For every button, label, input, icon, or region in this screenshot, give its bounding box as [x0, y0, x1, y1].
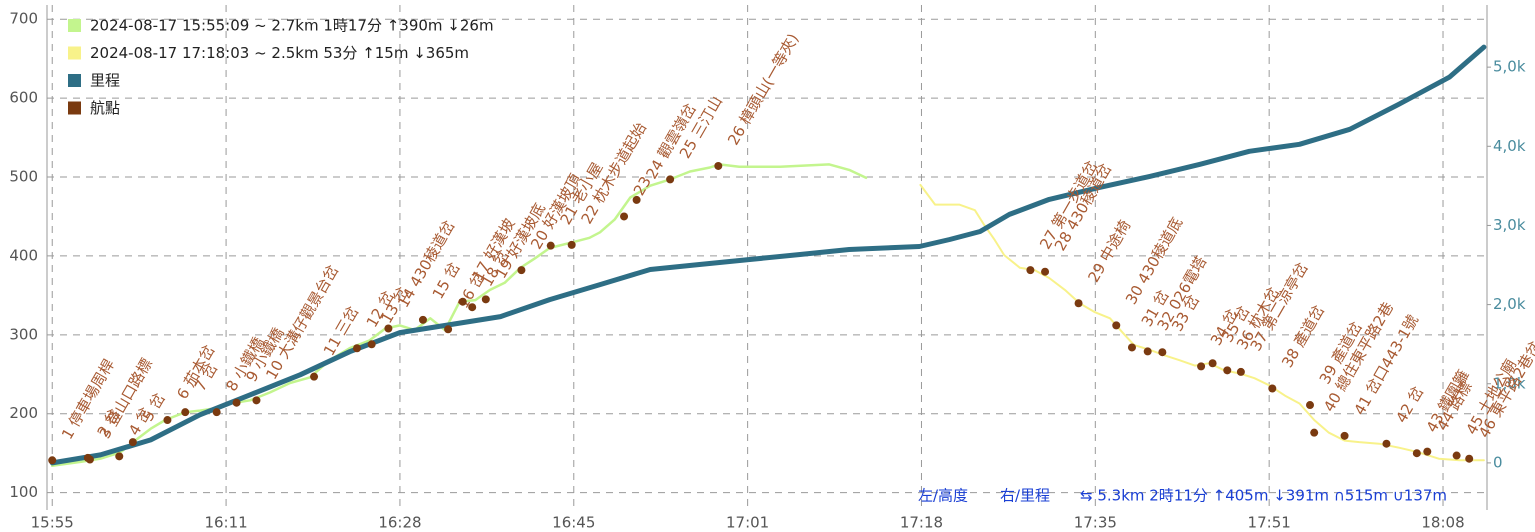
- waypoint: [567, 240, 576, 249]
- waypoint: [546, 241, 555, 250]
- legend-label: 2024-08-17 15:55:09 ~ 2.7km 1時17分 ↑390m …: [90, 17, 494, 35]
- x-tick-label: 18:08: [1421, 514, 1464, 532]
- x-tick-label: 17:18: [900, 514, 943, 532]
- waypoint: [714, 161, 723, 170]
- waypoint: [232, 398, 241, 407]
- y-tick-label: 700: [9, 10, 38, 28]
- waypoint: [1310, 428, 1319, 437]
- y2-tick-label: 1,0k: [1493, 374, 1526, 392]
- waypoint: [128, 438, 137, 447]
- waypoint: [444, 325, 453, 334]
- waypoint: [1127, 343, 1136, 352]
- waypoint: [384, 324, 393, 333]
- waypoint: [1197, 362, 1206, 371]
- waypoint: [1158, 348, 1167, 357]
- waypoint: [418, 315, 427, 324]
- x-tick-label: 17:35: [1074, 514, 1117, 532]
- waypoint: [1340, 431, 1349, 440]
- waypoint: [1112, 321, 1121, 330]
- waypoint: [367, 340, 376, 349]
- waypoint-label: 10 大溝仔觀景台岔: [262, 262, 342, 383]
- legend-label: 航點: [90, 99, 120, 117]
- waypoint-label: 26 樟頭山(一等夾): [724, 30, 802, 148]
- legend-swatch: [68, 19, 81, 32]
- waypoint: [1223, 366, 1232, 375]
- legend-swatch: [68, 101, 81, 115]
- y-tick-label: 500: [9, 168, 38, 186]
- waypoint: [458, 297, 467, 306]
- legend-swatch: [68, 46, 81, 60]
- waypoint: [1074, 299, 1083, 308]
- y2-tick-label: 0: [1493, 453, 1503, 471]
- waypoint: [1465, 454, 1474, 463]
- annotation: ⇆ 5.3km 2時11分 ↑405m ↓391m ∩515m ∪137m: [1080, 487, 1447, 505]
- waypoint-label: 42 岔: [1392, 383, 1427, 426]
- y2-tick-label: 5,0k: [1493, 58, 1526, 76]
- legend-swatch: [68, 74, 81, 87]
- waypoint: [517, 266, 526, 275]
- x-tick-label: 17:51: [1248, 514, 1291, 532]
- waypoint: [48, 456, 57, 465]
- series-line: [50, 163, 868, 468]
- waypoint: [468, 303, 477, 312]
- legend-label: 里程: [90, 72, 120, 90]
- waypoint: [1268, 384, 1277, 393]
- y-tick-label: 100: [9, 483, 38, 501]
- waypoint: [252, 396, 261, 405]
- waypoint: [181, 408, 190, 417]
- waypoint: [620, 212, 629, 221]
- x-tick-label: 17:01: [726, 514, 769, 532]
- waypoint: [1208, 359, 1217, 368]
- waypoint: [1236, 367, 1245, 376]
- x-tick-label: 16:28: [378, 514, 421, 532]
- y2-tick-label: 4,0k: [1493, 137, 1526, 155]
- waypoint: [1143, 347, 1152, 356]
- waypoint-label: 29 中途椅: [1084, 217, 1134, 286]
- series-line: [919, 183, 1485, 462]
- waypoint: [481, 295, 490, 304]
- waypoint: [1423, 447, 1432, 456]
- y-tick-label: 400: [9, 246, 38, 264]
- waypoint: [666, 175, 675, 184]
- x-tick-label: 16:11: [204, 514, 247, 532]
- waypoint: [1412, 449, 1421, 458]
- y-tick-label: 600: [9, 89, 38, 107]
- waypoint: [632, 195, 641, 204]
- annotation: 右/里程: [1000, 487, 1050, 505]
- waypoint: [1306, 401, 1315, 410]
- waypoint: [310, 372, 319, 381]
- legend-label: 2024-08-17 17:18:03 ~ 2.5km 53分 ↑15m ↓36…: [90, 44, 469, 62]
- waypoint: [1452, 451, 1461, 460]
- y-tick-label: 300: [9, 325, 38, 343]
- waypoint: [163, 416, 172, 425]
- waypoint: [85, 455, 94, 464]
- waypoint: [212, 408, 221, 417]
- x-tick-label: 15:55: [31, 514, 74, 532]
- x-tick-label: 16:45: [552, 514, 595, 532]
- series-line: [49, 44, 1487, 466]
- waypoint: [352, 344, 361, 353]
- annotation: 左/高度: [918, 487, 968, 505]
- waypoint: [1026, 266, 1035, 275]
- y2-tick-label: 3,0k: [1493, 216, 1526, 234]
- y2-tick-label: 2,0k: [1493, 295, 1526, 313]
- waypoint: [115, 452, 124, 461]
- waypoint: [1382, 439, 1391, 448]
- waypoint: [1041, 267, 1050, 276]
- y-tick-label: 200: [9, 404, 38, 422]
